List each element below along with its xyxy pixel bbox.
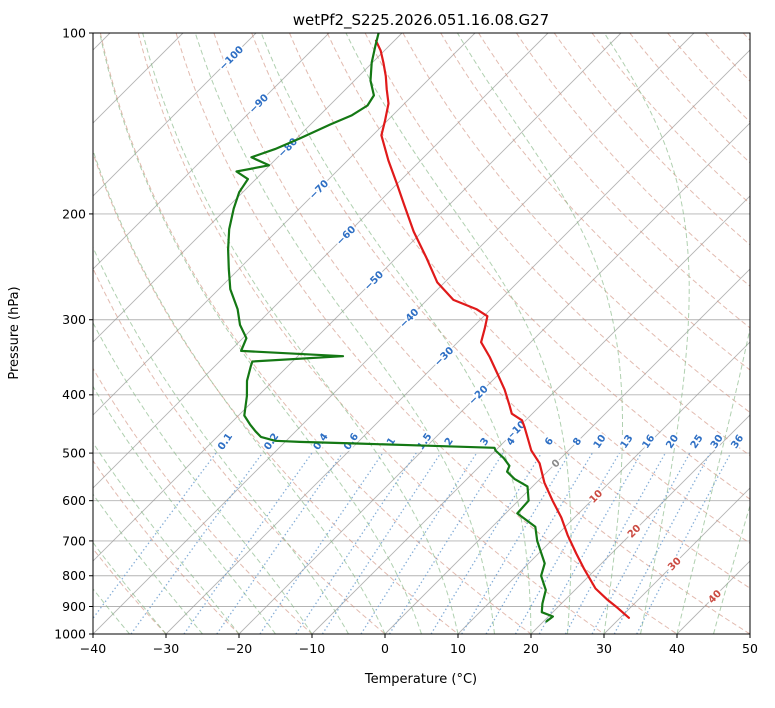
isotherm-line (457, 341, 750, 634)
moist-adiabat-line (713, 504, 750, 634)
dry-adiabat-line (175, 33, 678, 634)
mixing-ratio-line (461, 452, 571, 634)
moist-adiabat-line (456, 33, 623, 634)
moist-adiabats (93, 33, 750, 634)
isotherm-line (93, 33, 476, 416)
x-tick-label: −20 (226, 641, 252, 656)
x-tick-label: −10 (299, 641, 325, 656)
isotherm-line (238, 122, 750, 634)
isotherm-line (93, 33, 257, 197)
y-tick-label: 200 (62, 206, 86, 221)
y-tick-label: 300 (62, 312, 86, 327)
isotherm-line (93, 33, 330, 270)
dry-adiabat-line (213, 33, 750, 634)
dry-adiabat-line (402, 33, 750, 414)
x-tick-label: −30 (153, 641, 179, 656)
x-axis-label: Temperature (°C) (364, 672, 477, 687)
y-axis-label: Pressure (hPa) (7, 286, 22, 379)
mixing-ratio-line (259, 452, 384, 634)
dry-adiabat-line (553, 33, 750, 246)
isotherm-line (93, 33, 403, 343)
mixing-ratio-line (183, 452, 313, 634)
y-tick-label: 800 (62, 568, 86, 583)
x-tick-label: 50 (742, 641, 758, 656)
x-tick-label: 20 (523, 641, 539, 656)
dry-adiabat-line (93, 267, 386, 634)
isotherm-line (530, 414, 750, 634)
dry-adiabat-line (93, 459, 240, 634)
dry-adiabat-line (364, 33, 750, 457)
chart-title: wetPf2_S225.2026.051.16.08.G27 (293, 11, 549, 30)
moist-adiabat-line (93, 148, 386, 634)
dry-adiabat-line (591, 33, 750, 205)
x-tick-label: 0 (381, 641, 389, 656)
x-tick-label: 30 (596, 641, 612, 656)
moist-adiabat-line (93, 441, 240, 634)
isotherm-line (93, 33, 695, 634)
isotherm-line (93, 33, 549, 489)
plot-border (92, 32, 751, 635)
dry-adiabat-line (289, 33, 750, 544)
y-tick-label: 500 (62, 445, 86, 460)
mixing-ratio-line (216, 452, 344, 634)
y-tick-label: 900 (62, 599, 86, 614)
dewpoint-profile (227, 33, 554, 623)
x-tick-label: −40 (80, 641, 106, 656)
isotherm-line (603, 487, 750, 634)
isotherm-line (93, 33, 622, 562)
x-tick-label: 10 (450, 641, 466, 656)
isotherm-lines (93, 33, 750, 634)
y-tick-label: 100 (62, 25, 86, 40)
moist-adiabat-line (142, 33, 459, 634)
y-tick-label: 1000 (54, 626, 86, 641)
moist-adiabat-line (93, 321, 313, 634)
dry-adiabat-line (93, 151, 459, 634)
temperature-line (374, 39, 630, 619)
y-tick-label: 400 (62, 387, 86, 402)
y-tick-label: 600 (62, 493, 86, 508)
moist-adiabat-line (93, 246, 349, 634)
mixing-ratio-line (538, 452, 642, 634)
dry-adiabat-line (137, 33, 605, 634)
y-tick-label: 700 (62, 533, 86, 548)
mixing-ratio-line (130, 452, 263, 634)
dry-adiabat-line (99, 33, 532, 634)
dry-adiabat-line (440, 33, 750, 371)
moist-adiabat-line (93, 493, 203, 634)
mixing-ratio-line (93, 452, 217, 620)
moist-adiabat-line (345, 33, 572, 634)
mixing-ratio-line (295, 452, 417, 634)
isotherm-line (165, 49, 750, 634)
isotherm-line (311, 195, 750, 634)
axes-ticks: −40 −30 −20 −10 0 10 20 30 40 50 100 200 300 400 500 60… (54, 25, 758, 656)
moist-adiabat-line (260, 33, 532, 634)
temperature-profile (374, 39, 630, 619)
moist-adiabat-line (194, 33, 495, 634)
isotherm-line (384, 268, 750, 634)
dry-adiabat-line (478, 33, 750, 329)
x-tick-label: 40 (669, 641, 685, 656)
dewpoint-line (227, 33, 554, 623)
moist-adiabat-line (603, 33, 690, 634)
